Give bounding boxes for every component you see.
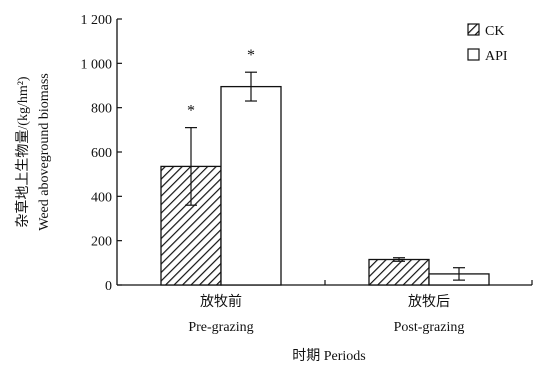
y-tick-label-1: 200 [91,235,112,250]
bar-api-0 [220,85,282,286]
x-category-label-cn-1: 放牧后 [408,294,450,310]
y-tick-label-3: 600 [91,146,112,161]
legend-label-ck: CK [485,24,504,39]
legend-label-api: API [485,49,508,64]
legend-swatch-ck [467,23,480,36]
y-tick-label-0: 0 [105,279,112,294]
x-category-label-cn-0: 放牧前 [200,293,242,310]
y-tick-label-4: 800 [91,102,112,117]
bar-ck-1 [368,258,430,286]
y-tick-label-6: 1 200 [81,13,113,28]
y-axis-title-en: Weed aboveground biomass [37,73,52,231]
y-axis-title-cn: 杂草地上生物量/(kg/hm²) [15,76,31,228]
x-axis-title: 时期 Periods [292,348,366,364]
x-category-label-en-0: Pre-grazing [188,320,253,335]
legend: CK API [467,23,508,64]
x-category-label-en-1: Post-grazing [394,320,465,335]
y-tick-label-5: 1 000 [81,57,113,72]
y-tick-label-2: 400 [91,190,112,205]
significance-mark-ck-0: * [187,103,195,120]
significance-mark-api-0: * [247,47,255,64]
legend-swatch-api [467,48,480,61]
